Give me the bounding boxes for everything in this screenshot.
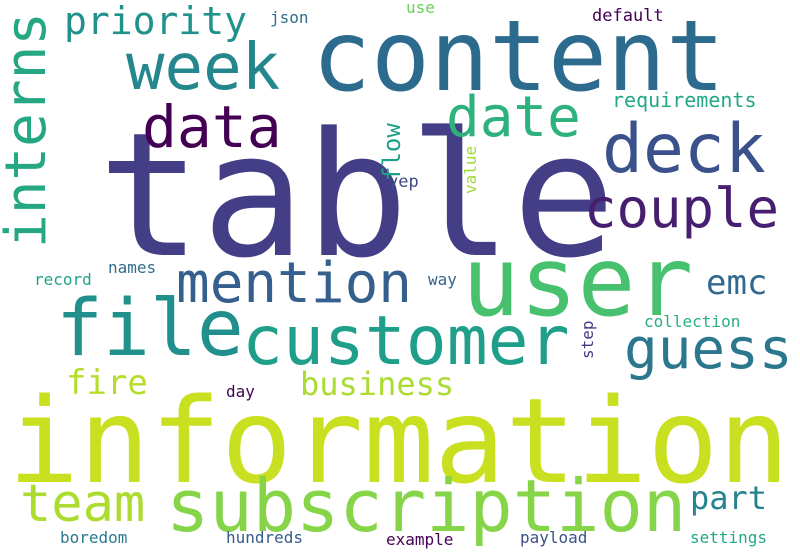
word-data: data	[142, 93, 282, 161]
word-deck: deck	[602, 110, 766, 189]
word-json: json	[270, 8, 309, 27]
word-value: value	[461, 145, 480, 194]
word-settings: settings	[690, 528, 768, 547]
word-table: table	[98, 95, 616, 296]
word-mention: mention	[176, 251, 413, 316]
word-information: information	[8, 372, 790, 510]
word-default: default	[592, 6, 664, 26]
word-guess: guess	[624, 317, 793, 382]
word-week: week	[126, 31, 281, 105]
word-priority: priority	[64, 0, 248, 43]
word-content: content	[312, 0, 726, 114]
word-interns: interns	[0, 11, 59, 248]
word-example: example	[386, 530, 454, 549]
word-fire: fire	[66, 363, 148, 403]
word-payload: payload	[520, 528, 588, 547]
word-emc: emc	[706, 263, 768, 303]
word-hundreds: hundreds	[226, 528, 304, 547]
word-record: record	[34, 270, 92, 289]
word-team: team	[20, 474, 146, 534]
word-collection: collection	[644, 312, 741, 331]
word-customer: customer	[242, 302, 570, 381]
word-file: file	[56, 284, 244, 374]
word-use: use	[406, 0, 435, 17]
word-couple: couple	[584, 177, 780, 240]
word-step: step	[578, 320, 597, 359]
word-user: user	[462, 226, 694, 338]
word-way: way	[428, 270, 457, 289]
word-subscription: subscription	[166, 464, 687, 548]
word-part: part	[690, 479, 768, 517]
word-date: date	[446, 85, 581, 150]
word-day: day	[226, 382, 255, 401]
word-yep: yep	[388, 172, 419, 192]
word-requirements: requirements	[612, 88, 757, 112]
word-business: business	[300, 365, 455, 403]
word-boredom: boredom	[60, 528, 128, 547]
word-names: names	[108, 258, 157, 277]
